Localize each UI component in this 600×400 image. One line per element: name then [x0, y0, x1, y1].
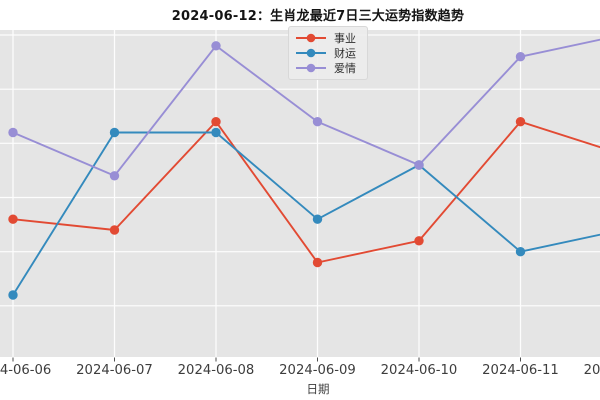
data-point-wealth [515, 247, 526, 257]
x-tick-label: 2024-06-10 [381, 363, 458, 378]
plot-background [0, 30, 600, 357]
x-tick-label: 2024-06-12 [584, 363, 600, 378]
data-point-wealth [211, 127, 221, 138]
legend-marker-wealth-icon [296, 48, 326, 58]
data-point-career [414, 236, 424, 246]
legend-label-career: 事业 [334, 31, 356, 45]
x-tick-label: 2024-06-11 [482, 363, 559, 378]
data-point-career [109, 225, 120, 235]
x-axis-label: 日期 [306, 382, 330, 396]
x-tick-label: 2024-06-07 [76, 363, 153, 378]
data-point-love [211, 41, 221, 51]
data-point-love [8, 127, 18, 138]
x-tick-label: 2024-06-06 [0, 363, 51, 378]
data-point-love [414, 160, 424, 170]
x-tick-marks [12, 357, 521, 362]
data-point-career [312, 257, 323, 268]
legend-label-wealth: 财运 [334, 46, 356, 60]
chart-legend: 事业 财运 爱情 [288, 26, 368, 80]
legend-item-career: 事业 [296, 31, 356, 45]
data-point-wealth [312, 214, 323, 224]
data-point-love [312, 117, 323, 127]
legend-marker-love-icon [296, 63, 326, 73]
data-point-wealth [109, 127, 120, 138]
data-point-wealth [8, 290, 18, 300]
x-tick-label: 2024-06-08 [178, 363, 255, 378]
x-tick-label: 2024-06-09 [279, 363, 356, 378]
data-point-career [8, 214, 18, 224]
data-point-career [211, 117, 221, 127]
legend-marker-career-icon [296, 33, 326, 43]
chart-title: 2024-06-12：生肖龙最近7日三大运势指数趋势 [171, 9, 465, 24]
data-point-love [515, 52, 526, 62]
series-points-love [8, 41, 526, 181]
legend-label-love: 爱情 [334, 61, 356, 75]
legend-item-wealth: 财运 [296, 46, 356, 60]
series-points-career [8, 117, 526, 268]
data-point-love [109, 171, 120, 181]
data-point-career [515, 117, 526, 127]
x-tick-labels: 2024-06-06 2024-06-07 2024-06-08 2024-06-09… [0, 363, 600, 378]
legend-item-love: 爱情 [296, 61, 356, 75]
